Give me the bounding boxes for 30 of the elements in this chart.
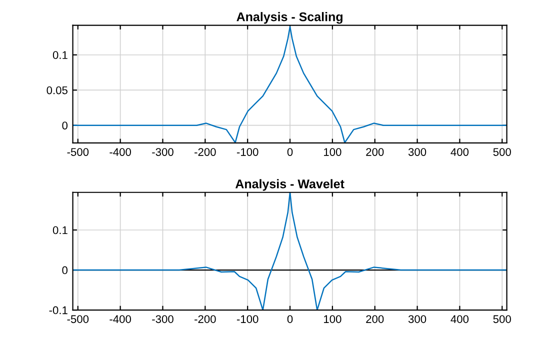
x-tick-label: 300: [408, 315, 426, 324]
y-tick-label: 0: [62, 266, 68, 274]
x-tick-label: -200: [194, 315, 216, 324]
x-tick-label: -100: [236, 315, 258, 324]
x-tick-label: 100: [324, 148, 342, 156]
x-tick-label: 0: [287, 148, 293, 156]
x-tick-label: -300: [152, 315, 174, 324]
x-tick-label: 400: [450, 148, 469, 156]
y-tick-label: 0.05: [46, 86, 68, 94]
chart-title: Analysis - Scaling: [236, 12, 342, 24]
x-tick-label: -400: [110, 148, 131, 156]
x-tick-label: -200: [194, 148, 216, 156]
chart-title: Analysis - Wavelet: [235, 179, 344, 191]
y-tick-label: 0.1: [52, 51, 68, 60]
x-tick-label: 200: [366, 148, 384, 156]
x-tick-label: 100: [324, 315, 342, 324]
x-tick-label: -100: [236, 148, 258, 156]
y-tick-label: -0.1: [49, 306, 68, 314]
x-tick-label: 0: [287, 315, 293, 324]
x-tick-label: 500: [493, 148, 511, 156]
x-tick-label: 200: [366, 315, 384, 324]
y-tick-label: 0.1: [52, 226, 68, 234]
x-tick-label: -500: [67, 148, 89, 156]
x-tick-label: -300: [152, 148, 174, 156]
x-tick-label: 300: [408, 148, 426, 156]
x-tick-label: 400: [450, 315, 469, 324]
y-tick-label: 0: [62, 122, 68, 130]
x-tick-label: -500: [67, 315, 89, 324]
x-tick-label: -400: [110, 315, 131, 324]
x-tick-label: 500: [493, 315, 511, 324]
